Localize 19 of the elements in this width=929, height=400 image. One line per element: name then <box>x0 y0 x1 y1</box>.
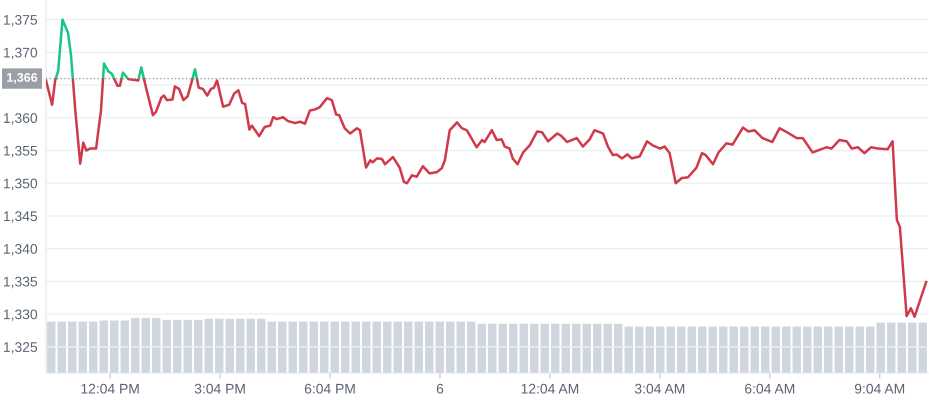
y-tick-label: 1,330 <box>4 309 38 321</box>
x-tick-label: 6:04 AM <box>745 384 794 394</box>
y-tick-label: 1,340 <box>4 244 38 256</box>
y-tick-label: 1,325 <box>4 342 38 354</box>
x-tick-label: 12:04 AM <box>522 384 578 394</box>
y-tick-label: 1,360 <box>4 113 38 125</box>
x-tick-label: 6:04 PM <box>304 384 355 394</box>
y-tick-label: 1,335 <box>4 276 38 288</box>
x-tick-label: 12:04 PM <box>81 384 139 394</box>
x-tick-label: 6 <box>436 384 444 394</box>
y-tick-label: 1,345 <box>4 211 38 223</box>
x-tick-label: 3:04 PM <box>194 384 245 394</box>
x-tick-label: 9:04 AM <box>854 384 904 394</box>
y-tick-label: 1,375 <box>4 14 38 26</box>
y-tick-label: 1,355 <box>4 146 38 158</box>
y-tick-label: 1,350 <box>4 178 38 190</box>
ref-line-label: 1,366 <box>7 73 38 84</box>
x-tick-label: 3:04 AM <box>634 384 684 394</box>
y-tick-label: 1,370 <box>4 48 38 60</box>
